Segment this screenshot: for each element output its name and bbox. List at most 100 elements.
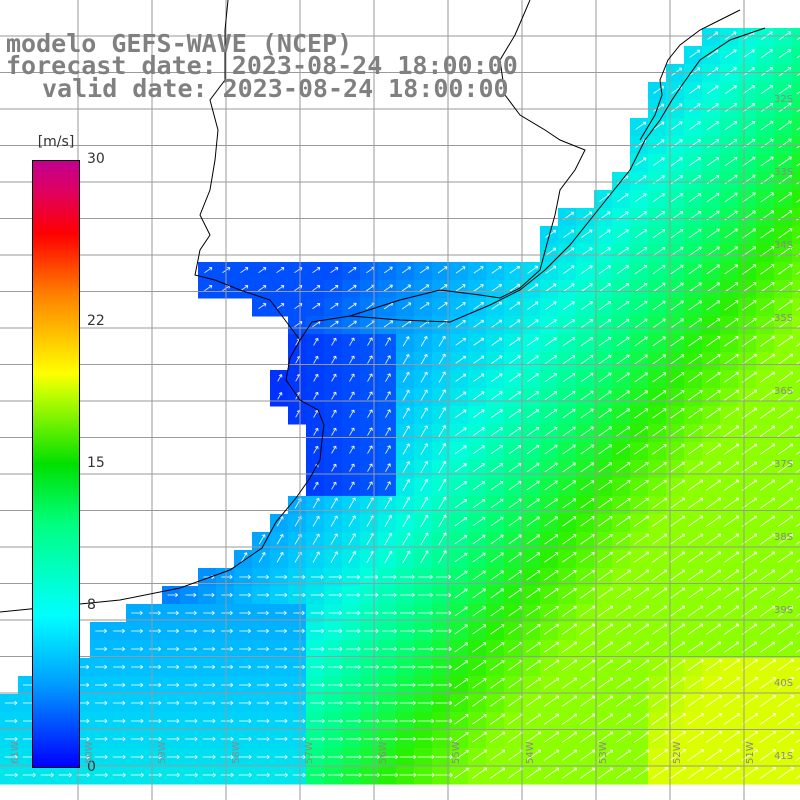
wind-arrow — [706, 336, 721, 347]
wind-arrow — [435, 700, 453, 706]
wind-arrow — [778, 228, 793, 239]
wind-arrow — [615, 605, 632, 617]
wind-arrow — [724, 300, 739, 311]
wind-arrow — [256, 700, 270, 706]
wind-arrow — [759, 533, 776, 545]
wind-arrow — [563, 301, 575, 310]
wind-arrow — [687, 569, 704, 581]
wind-arrow — [330, 302, 339, 310]
wind-arrow — [545, 301, 557, 310]
wind-arrow — [381, 772, 399, 778]
wind-arrow — [258, 267, 267, 274]
wind-arrow — [561, 641, 578, 653]
colorbar-tick-label: 0 — [87, 759, 96, 775]
wind-arrow — [454, 588, 468, 599]
wind-arrow — [634, 354, 648, 365]
wind-arrow — [330, 285, 339, 292]
longitude-label: 55W — [451, 741, 462, 764]
wind-arrow — [112, 736, 126, 742]
wind-cell — [792, 712, 800, 731]
wind-arrow — [633, 587, 650, 599]
wind-arrow — [633, 677, 650, 689]
wind-arrow — [617, 229, 629, 238]
wind-arrow — [349, 445, 355, 454]
wind-arrow — [652, 229, 666, 239]
wind-arrows — [4, 31, 800, 780]
wind-arrow — [401, 266, 411, 274]
wind-arrow — [491, 355, 503, 364]
wind-arrow — [367, 463, 373, 472]
wind-arrow — [671, 157, 683, 166]
wind-arrow — [130, 718, 144, 724]
wind-cell — [792, 748, 800, 767]
wind-arrow — [759, 407, 776, 419]
wind-arrow — [581, 247, 593, 256]
wind-arrow — [669, 569, 686, 581]
wind-arrow — [579, 731, 596, 743]
wind-arrow — [472, 624, 487, 635]
wind-arrow — [438, 371, 446, 383]
wind-arrow — [221, 628, 233, 634]
wind-arrow — [167, 682, 180, 688]
wind-arrow — [724, 318, 739, 329]
wind-arrow — [796, 199, 800, 203]
wind-arrow — [490, 445, 504, 455]
wind-arrow — [778, 192, 793, 203]
wind-cell — [792, 352, 800, 371]
wind-arrow — [669, 587, 686, 599]
wind-arrow — [795, 415, 800, 419]
wind-arrow — [527, 337, 539, 346]
wind-arrow — [634, 497, 649, 509]
wind-arrow — [221, 646, 233, 652]
wind-arrow — [760, 317, 775, 329]
wind-arrow — [581, 283, 593, 292]
wind-arrow — [652, 372, 667, 383]
wind-arrow — [633, 695, 650, 707]
wind-arrow — [454, 570, 468, 581]
wind-arrow — [4, 700, 18, 706]
wind-arrow — [777, 587, 794, 599]
wind-arrow — [274, 736, 288, 742]
wind-arrow — [796, 271, 800, 275]
wind-arrow — [367, 391, 373, 400]
wind-arrow — [562, 444, 576, 455]
wind-arrow — [256, 754, 270, 760]
wind-arrow — [310, 664, 325, 670]
wind-arrow — [633, 551, 650, 563]
wind-arrow — [633, 605, 650, 617]
wind-arrow — [417, 718, 435, 724]
wind-arrow — [527, 319, 539, 328]
wind-cell — [792, 532, 800, 551]
wind-arrow — [420, 389, 428, 401]
wind-arrow — [706, 354, 721, 365]
wind-arrow — [777, 299, 793, 311]
wind-arrow — [472, 678, 487, 689]
wind-arrow — [687, 767, 705, 780]
wind-arrow — [313, 445, 319, 454]
wind-arrow — [579, 587, 596, 599]
inner-coast — [349, 0, 586, 317]
wind-arrow — [473, 355, 485, 364]
wind-arrow — [473, 337, 485, 346]
wind-arrow — [795, 703, 800, 708]
wind-arrow — [472, 642, 487, 653]
wind-arrow — [491, 319, 503, 328]
wind-arrow — [491, 373, 503, 382]
wind-arrow — [472, 570, 486, 581]
wind-arrow — [203, 646, 215, 652]
wind-arrow — [795, 505, 800, 509]
wind-arrow — [420, 336, 428, 347]
wind-arrow — [525, 767, 542, 779]
wind-arrow — [420, 478, 429, 492]
wind-arrow — [490, 480, 504, 491]
wind-arrow — [331, 337, 337, 346]
wind-arrow — [616, 283, 630, 293]
wind-arrow — [328, 682, 343, 688]
wind-arrow — [706, 300, 721, 311]
wind-arrow — [561, 677, 578, 689]
wind-arrow — [385, 463, 391, 472]
wind-arrow — [402, 514, 411, 528]
wind-arrow — [544, 623, 559, 635]
wind-arrow — [438, 425, 447, 437]
wind-arrow — [651, 623, 668, 635]
